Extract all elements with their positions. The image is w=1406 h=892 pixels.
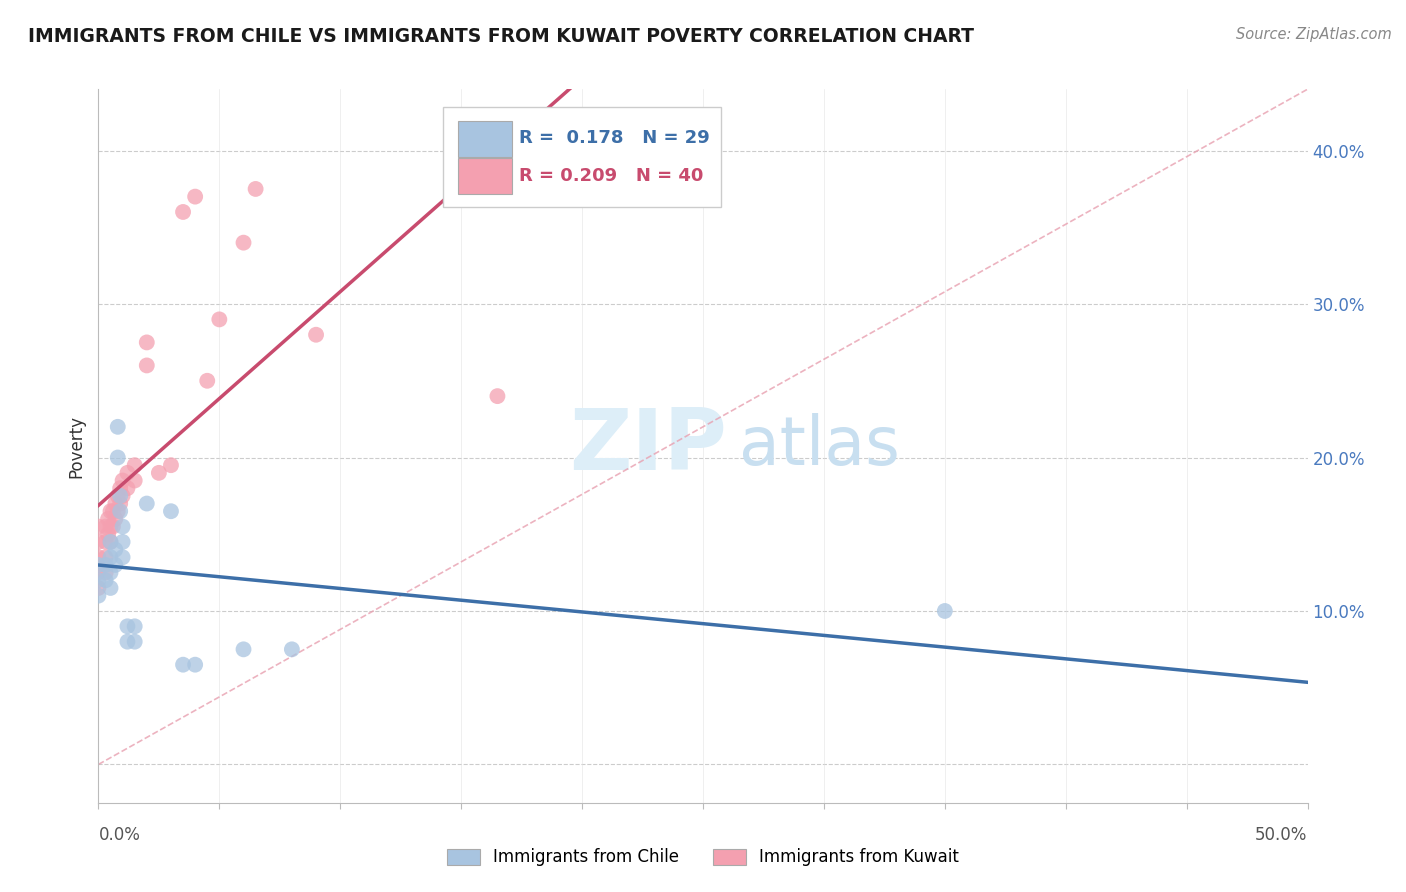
Point — [111, 474, 134, 488]
Point — [104, 542, 127, 557]
Point — [232, 642, 254, 657]
Point — [94, 550, 117, 565]
Point — [934, 604, 956, 618]
Point — [97, 527, 120, 541]
Point — [117, 634, 139, 648]
Point — [111, 535, 134, 549]
Point — [87, 558, 110, 572]
FancyBboxPatch shape — [457, 159, 512, 194]
Point — [107, 450, 129, 465]
Point — [124, 619, 146, 633]
Legend: Immigrants from Chile, Immigrants from Kuwait: Immigrants from Chile, Immigrants from K… — [439, 840, 967, 875]
Point — [87, 566, 110, 580]
Point — [148, 466, 170, 480]
Text: atlas: atlas — [740, 413, 900, 479]
Point — [87, 535, 110, 549]
Text: ZIP: ZIP — [569, 404, 727, 488]
Point — [108, 504, 131, 518]
Point — [124, 634, 146, 648]
Point — [135, 335, 157, 350]
Text: R = 0.209   N = 40: R = 0.209 N = 40 — [519, 167, 703, 185]
Point — [87, 574, 110, 588]
Point — [101, 519, 124, 533]
Point — [208, 312, 231, 326]
Point — [94, 519, 117, 533]
Point — [172, 657, 194, 672]
Point — [100, 550, 122, 565]
Point — [104, 558, 127, 572]
Point — [108, 481, 131, 495]
Point — [245, 182, 267, 196]
Point — [195, 374, 218, 388]
Y-axis label: Poverty: Poverty — [67, 415, 86, 477]
Point — [87, 589, 110, 603]
Point — [160, 504, 183, 518]
Point — [305, 327, 328, 342]
Point — [486, 389, 509, 403]
Point — [100, 535, 122, 549]
Point — [107, 489, 129, 503]
Point — [87, 550, 110, 565]
Point — [172, 205, 194, 219]
Point — [117, 466, 139, 480]
Point — [184, 657, 207, 672]
Point — [97, 512, 120, 526]
Point — [107, 419, 129, 434]
Point — [111, 519, 134, 533]
Point — [135, 497, 157, 511]
Point — [100, 566, 122, 580]
Point — [135, 359, 157, 373]
Text: R =  0.178   N = 29: R = 0.178 N = 29 — [519, 129, 710, 147]
Point — [104, 497, 127, 511]
Point — [100, 504, 122, 518]
FancyBboxPatch shape — [457, 121, 512, 157]
Point — [100, 581, 122, 595]
Point — [281, 642, 304, 657]
Point — [117, 481, 139, 495]
Point — [124, 474, 146, 488]
Point — [94, 566, 117, 580]
Point — [100, 519, 122, 533]
Point — [160, 458, 183, 473]
Point — [184, 189, 207, 203]
Point — [111, 550, 134, 565]
Point — [87, 581, 110, 595]
Point — [94, 535, 117, 549]
Point — [107, 504, 129, 518]
FancyBboxPatch shape — [443, 107, 721, 207]
Point — [94, 558, 117, 572]
Text: 50.0%: 50.0% — [1256, 826, 1308, 844]
Point — [87, 519, 110, 533]
Point — [108, 489, 131, 503]
Point — [111, 489, 134, 503]
Point — [101, 504, 124, 518]
Point — [117, 619, 139, 633]
Point — [94, 574, 117, 588]
Text: IMMIGRANTS FROM CHILE VS IMMIGRANTS FROM KUWAIT POVERTY CORRELATION CHART: IMMIGRANTS FROM CHILE VS IMMIGRANTS FROM… — [28, 27, 974, 45]
Text: 0.0%: 0.0% — [98, 826, 141, 844]
Text: Source: ZipAtlas.com: Source: ZipAtlas.com — [1236, 27, 1392, 42]
Point — [100, 535, 122, 549]
Point — [108, 497, 131, 511]
Point — [124, 458, 146, 473]
Point — [104, 512, 127, 526]
Point — [232, 235, 254, 250]
